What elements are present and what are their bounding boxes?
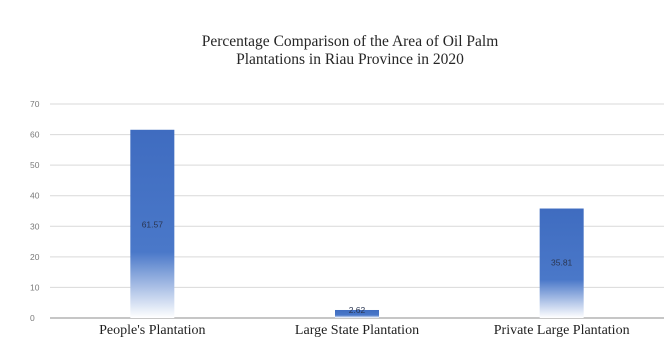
y-tick-label: 50 — [30, 160, 40, 170]
y-tick-label: 70 — [30, 99, 40, 109]
y-tick-label: 30 — [30, 221, 40, 231]
y-axis-tick-labels: 0 10 20 30 40 50 60 70 — [30, 99, 40, 323]
chart-title-line-1: Percentage Comparison of the Area of Oil… — [202, 33, 499, 50]
y-tick-label: 40 — [30, 191, 40, 201]
data-label: 35.81 — [551, 257, 573, 267]
y-tick-label: 60 — [30, 130, 40, 140]
bars — [130, 130, 583, 318]
y-tick-label: 0 — [30, 313, 35, 323]
y-tick-label: 10 — [30, 282, 40, 292]
category-label: People's Plantation — [99, 323, 205, 338]
chart-title: Percentage Comparison of the Area of Oil… — [202, 33, 499, 68]
data-label: 2.62 — [349, 305, 366, 315]
chart-title-line-2: Plantations in Riau Province in 2020 — [236, 51, 464, 68]
category-label: Large State Plantation — [295, 323, 419, 338]
data-label: 61.57 — [142, 220, 164, 230]
category-labels: People's Plantation Large State Plantatio… — [99, 323, 629, 338]
y-tick-label: 20 — [30, 252, 40, 262]
category-label: Private Large Plantation — [494, 323, 630, 338]
data-labels: 61.57 2.62 35.81 — [142, 220, 573, 315]
